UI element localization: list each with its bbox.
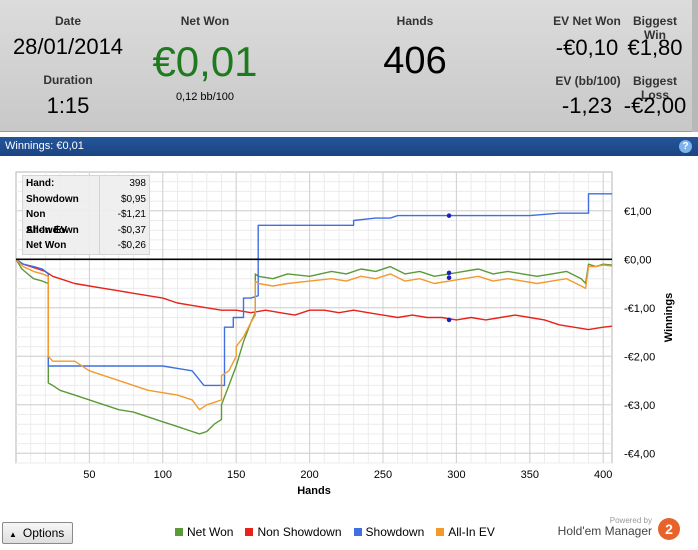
question-icon[interactable]: ? bbox=[679, 140, 692, 153]
x-axis-label: Hands bbox=[297, 485, 331, 497]
summary-value: 398 bbox=[99, 176, 149, 192]
summary-row: Non Showdown -$1,21 bbox=[23, 207, 149, 236]
hand-summary-box: Hand: 398 Showdown $0,95 Non Showdown -$1,21 A… bbox=[22, 175, 150, 255]
legend-swatch bbox=[175, 528, 183, 536]
legend-item[interactable]: All-In EV bbox=[436, 525, 495, 539]
y-tick-label: €0,00 bbox=[624, 254, 652, 266]
hands-label: Hands bbox=[396, 14, 434, 28]
summary-label: Net Won bbox=[26, 240, 67, 251]
legend-swatch bbox=[436, 528, 445, 536]
biggest-win-value: €1,80 bbox=[627, 35, 683, 60]
options-button[interactable]: ▲ Options bbox=[2, 522, 73, 544]
legend-item[interactable]: Net Won bbox=[175, 525, 233, 539]
legend-item[interactable]: Non Showdown bbox=[245, 525, 342, 539]
options-label: Options bbox=[22, 526, 65, 540]
summary-row: All-In EV -$0,37 bbox=[23, 222, 149, 238]
biggest-loss-label: Biggest Loss bbox=[632, 74, 677, 102]
legend-label: Non Showdown bbox=[257, 525, 342, 539]
legend-item[interactable]: Showdown bbox=[353, 525, 425, 539]
y-tick-label: €1,00 bbox=[624, 206, 652, 218]
ev-net-won-value: -€0,10 bbox=[555, 35, 619, 60]
y-tick-label: -€2,00 bbox=[624, 351, 655, 363]
series-line-all-in-ev bbox=[15, 258, 613, 411]
date-label: Date bbox=[54, 14, 81, 28]
net-won-bb: 0,12 bb/100 bbox=[175, 91, 235, 103]
x-tick-label: 100 bbox=[154, 469, 172, 481]
x-tick-label: 50 bbox=[83, 469, 95, 481]
y-tick-label: -€1,00 bbox=[624, 303, 655, 315]
chart-legend: Net Won Non Showdown Showdown All-In EV bbox=[175, 525, 495, 539]
hem2-logo-icon: 2 bbox=[658, 518, 680, 540]
legend-label: Net Won bbox=[187, 525, 234, 539]
bottom-bar: ▲ Options Net Won Non Showdown Showdown All-… bbox=[0, 516, 698, 550]
winnings-bar: Winnings: €0,01 ? bbox=[0, 137, 698, 156]
legend-label: All-In EV bbox=[448, 525, 495, 539]
summary-row: Showdown $0,95 bbox=[23, 191, 149, 207]
ev-bb-value: -1,23 bbox=[561, 93, 613, 118]
duration-value: 1:15 bbox=[46, 93, 90, 118]
x-tick-label: 250 bbox=[374, 469, 392, 481]
ev-bb-label: EV (bb/100) bbox=[555, 74, 621, 88]
ev-net-won-label: EV Net Won bbox=[553, 14, 621, 28]
y-axis-label: Winnings bbox=[663, 293, 675, 342]
duration-label: Duration bbox=[43, 73, 93, 87]
y-tick-label: -€4,00 bbox=[624, 448, 655, 460]
summary-row: Hand: 398 bbox=[23, 176, 149, 192]
legend-swatch bbox=[353, 528, 362, 536]
x-tick-label: 350 bbox=[521, 469, 539, 481]
biggest-loss-value: -€2,00 bbox=[623, 93, 687, 118]
triangle-up-icon: ▲ bbox=[9, 530, 17, 539]
x-tick-label: 200 bbox=[300, 469, 318, 481]
biggest-win-label: Biggest Win bbox=[632, 14, 677, 42]
hands-value: 406 bbox=[383, 40, 447, 82]
summary-label: Hand: bbox=[26, 178, 55, 189]
summary-label: Showdown bbox=[26, 193, 79, 205]
date-value: 28/01/2014 bbox=[12, 34, 124, 59]
summary-value: -$1,21 bbox=[99, 207, 149, 223]
legend-label: Showdown bbox=[365, 525, 425, 539]
net-won-value: €0,01 bbox=[152, 38, 258, 85]
summary-row: Net Won -$0,26 bbox=[23, 238, 149, 254]
winnings-title: Winnings: €0,01 bbox=[5, 140, 84, 152]
powered-by-text: Powered by bbox=[609, 516, 652, 525]
brand: Powered by Hold'em Manager 2 bbox=[545, 516, 680, 550]
series-line-non-showdown bbox=[15, 258, 613, 331]
summary-value: -$0,37 bbox=[99, 222, 149, 238]
x-tick-label: 150 bbox=[227, 469, 245, 481]
summary-value: -$0,26 bbox=[99, 238, 149, 254]
cursor-point bbox=[446, 317, 452, 323]
header-edge bbox=[692, 0, 698, 132]
x-tick-label: 300 bbox=[447, 469, 465, 481]
cursor-point bbox=[446, 270, 452, 276]
summary-label: Non Showdown bbox=[26, 209, 79, 236]
net-won-label: Net Won bbox=[180, 14, 230, 28]
stats-header: Date 28/01/2014 Duration 1:15 Net Won €0… bbox=[0, 0, 698, 132]
cursor-point bbox=[446, 275, 452, 281]
brand-name: Hold'em Manager bbox=[557, 524, 652, 538]
legend-swatch bbox=[245, 528, 254, 536]
cursor-point bbox=[446, 213, 452, 218]
y-tick-label: -€3,00 bbox=[624, 400, 655, 412]
x-tick-label: 400 bbox=[594, 469, 612, 481]
summary-label: All-In EV bbox=[26, 224, 68, 236]
summary-value: $0,95 bbox=[99, 191, 149, 207]
